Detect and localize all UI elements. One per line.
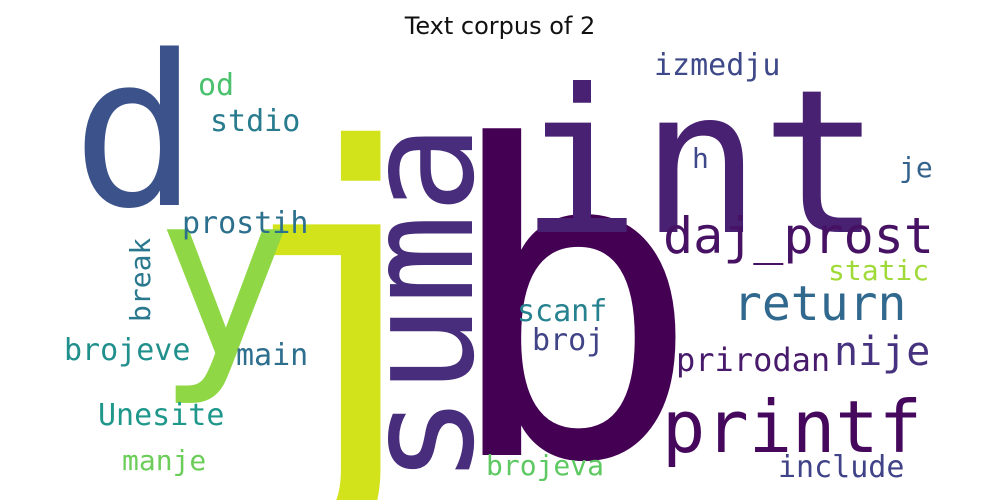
word-suma: suma [334,124,508,485]
word-izmedju: izmedju [654,48,780,83]
word-return: return [733,276,906,332]
word-b: b [442,57,701,500]
word-prirodan: prirodan [676,341,830,379]
word-brojeva: brojeva [486,449,604,482]
word-prostih: prostih [182,206,308,241]
word-y: y [155,143,293,410]
word-manje: manje [122,444,206,477]
word-od: od [198,68,234,103]
word-stdio: stdio [210,104,300,139]
word-brojeve: brojeve [64,333,190,368]
word-printf: printf [662,385,922,469]
word-static: static [828,254,929,287]
word-j: j [212,57,477,500]
word-je: je [899,151,933,184]
word-nije: nije [834,329,930,375]
word-include: include [778,450,904,485]
word-daj-prost: daj_prost [663,207,934,265]
word-unesite: Unesite [98,398,224,433]
word-break: break [124,238,157,322]
word-main: main [236,338,308,373]
word-d: d [72,10,198,255]
word-h: h [692,142,709,175]
word-int: int [520,47,881,280]
word-broj: broj [532,323,604,358]
word-scanf: scanf [517,294,607,329]
chart-title: Text corpus of 2 [404,12,596,40]
